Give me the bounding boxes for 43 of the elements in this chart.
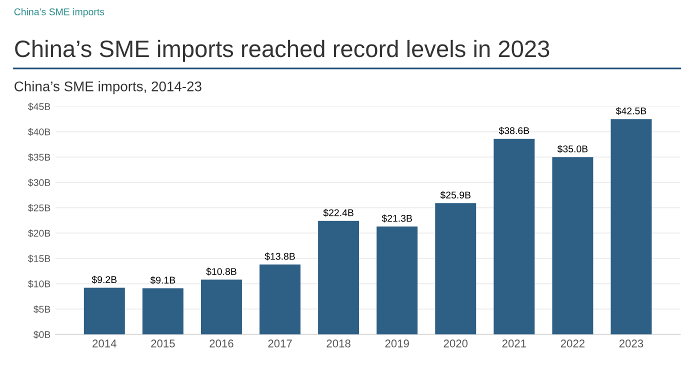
data-label: $25.9B <box>440 191 471 200</box>
data-label: $38.6B <box>498 126 530 135</box>
y-tick-label: $45B <box>28 102 50 111</box>
x-tick-label: 2016 <box>210 340 234 348</box>
data-label: $21.3B <box>382 214 412 222</box>
y-tick-label: $5B <box>33 305 50 314</box>
bar <box>318 220 360 334</box>
bar <box>260 264 300 334</box>
bar <box>494 138 535 334</box>
data-label: $10.8B <box>206 268 236 276</box>
y-tick-label: $35B <box>28 153 50 162</box>
y-tick-label: $25B <box>28 204 50 212</box>
y-tick-label: $15B <box>28 254 50 263</box>
data-label: $22.4B <box>323 208 354 217</box>
data-label: $42.5B <box>616 107 646 115</box>
bar <box>435 203 476 334</box>
x-tick-label: 2023 <box>619 340 644 348</box>
bar <box>200 280 242 334</box>
bar <box>142 288 184 334</box>
x-tick-label: 2020 <box>444 340 468 348</box>
bar <box>84 288 125 334</box>
x-tick-label: 2022 <box>560 340 585 348</box>
y-tick-label: $0B <box>33 330 50 339</box>
data-label: $13.8B <box>264 252 295 260</box>
text: China’s SME imports <box>14 8 104 18</box>
data-label: $9.1B <box>150 276 176 284</box>
chart-title: China’s SME imports reached record levels in 2023 <box>15 40 550 62</box>
x-tick-label: 2015 <box>151 340 175 348</box>
y-tick-label: $40B <box>28 128 50 136</box>
bar <box>552 157 594 334</box>
data-label: $9.2B <box>92 276 117 284</box>
y-tick-label: $10B <box>28 280 50 288</box>
bar <box>376 226 418 334</box>
x-tick-label: 2018 <box>326 340 350 348</box>
bar <box>610 119 652 334</box>
data-label: $35.0B <box>557 145 588 153</box>
y-tick-label: $30B <box>28 178 50 187</box>
x-tick-label: 2021 <box>502 340 526 348</box>
chart-subtitle: China’s SME imports, 2014-23 <box>14 81 202 94</box>
x-tick-label: 2014 <box>92 340 116 348</box>
x-tick-label: 2019 <box>385 340 409 348</box>
x-tick-label: 2017 <box>268 340 292 348</box>
y-tick-label: $20B <box>28 229 50 238</box>
